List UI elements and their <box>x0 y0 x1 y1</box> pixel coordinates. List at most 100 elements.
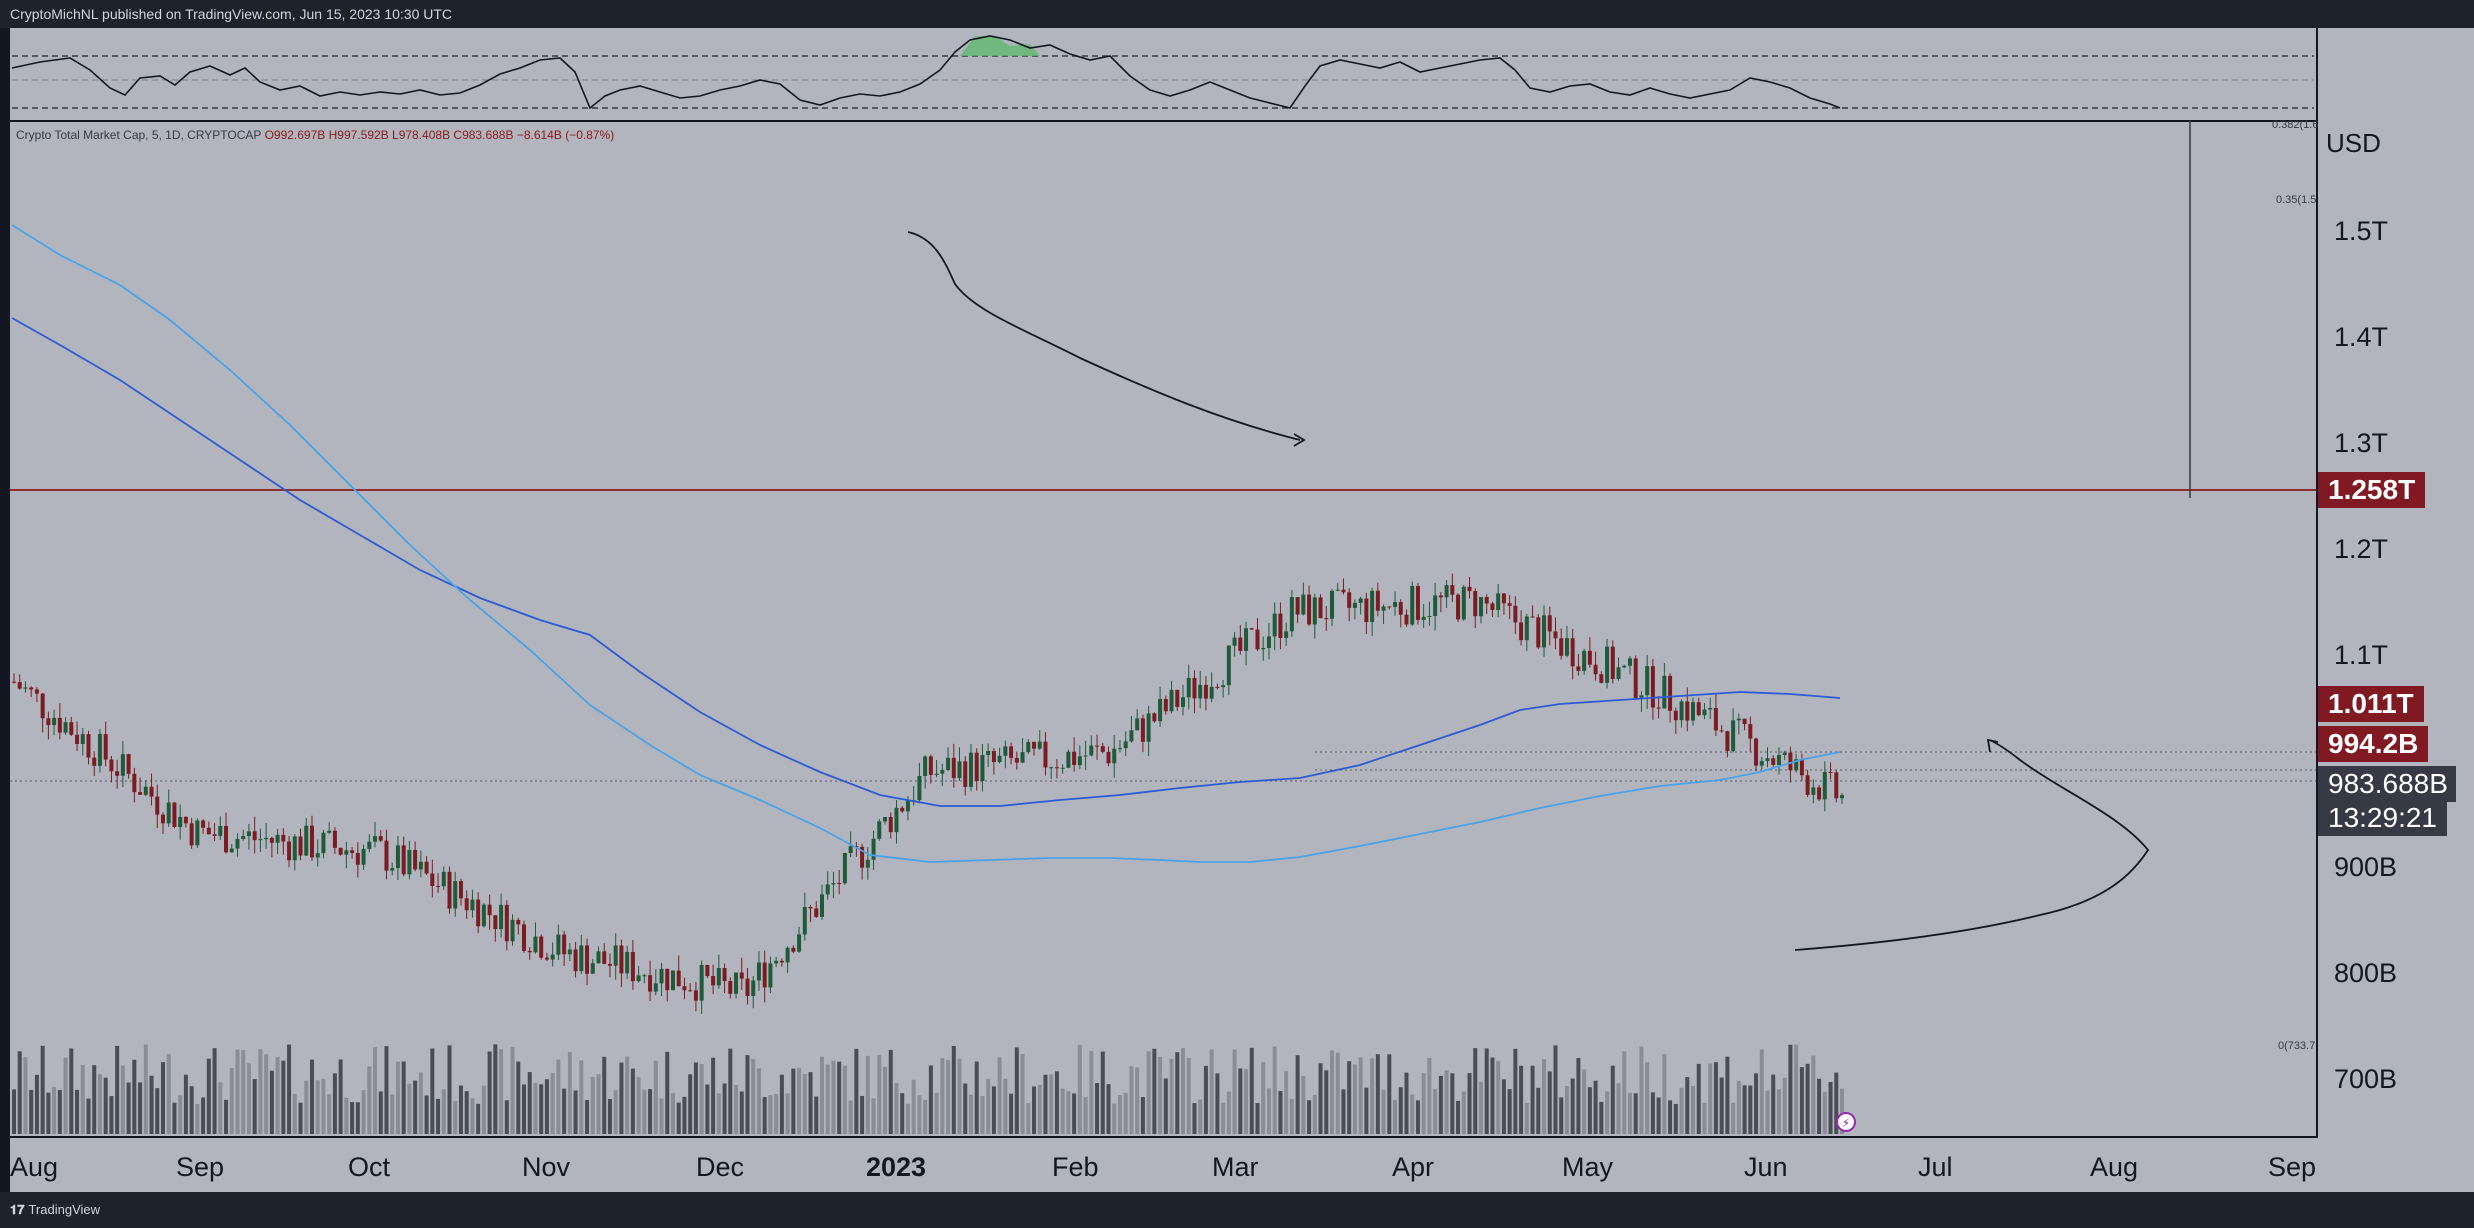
candle-body <box>1771 758 1776 765</box>
volume-bar <box>75 1089 80 1134</box>
last-price-badge: 983.688B <box>2318 766 2456 802</box>
candle-body <box>1748 724 1753 739</box>
volume-bar <box>1840 1088 1844 1134</box>
volume-bar <box>384 1046 389 1134</box>
volume-bar <box>23 1057 28 1134</box>
candle-body <box>1266 636 1271 648</box>
candle-body <box>1627 658 1632 666</box>
candle-body <box>1788 752 1793 771</box>
candle-body <box>1673 710 1678 721</box>
candle-body <box>1840 795 1844 799</box>
volume-bar <box>544 1079 549 1134</box>
tradingview-logo[interactable]: 𝟏𝟕 TradingView <box>0 1192 100 1228</box>
candle-body <box>86 734 91 758</box>
volume-bar <box>1519 1065 1524 1134</box>
candle-body <box>1335 589 1340 591</box>
volume-bar <box>407 1083 412 1134</box>
volume-bar <box>951 1045 956 1134</box>
volume-bar <box>1215 1073 1220 1134</box>
time-tick: Oct <box>348 1152 391 1182</box>
candle-body <box>1542 615 1547 648</box>
volume-bar <box>1375 1054 1380 1134</box>
volume-bar <box>46 1092 51 1134</box>
candle-body <box>298 836 303 856</box>
volume-bar <box>1032 1086 1037 1134</box>
candle-body <box>1198 684 1203 699</box>
candle-body <box>1095 745 1100 747</box>
candle-body <box>562 934 567 955</box>
volume-bar <box>367 1066 372 1134</box>
candle-body <box>1519 622 1524 641</box>
candle-body <box>355 852 360 865</box>
volume-bar <box>688 1074 693 1134</box>
volume-bar <box>1324 1070 1329 1134</box>
volume-bar <box>1318 1063 1323 1134</box>
volume-bar <box>1679 1087 1684 1134</box>
volume-bar <box>1278 1090 1283 1134</box>
volume-bar <box>590 1076 595 1134</box>
volume-bar <box>888 1049 893 1134</box>
oscillator-axis[interactable] <box>2318 28 2474 120</box>
candle-body <box>1799 759 1804 776</box>
volume-bar <box>281 1060 286 1134</box>
candle-body <box>516 919 521 925</box>
volume-bar <box>1782 1077 1787 1134</box>
chart-area[interactable] <box>10 28 2474 1192</box>
candle-body <box>968 752 973 787</box>
volume-bar <box>1140 1097 1145 1134</box>
volume-bar <box>533 1082 538 1134</box>
candle-body <box>768 963 773 988</box>
volume-bar <box>493 1044 498 1134</box>
price-pane[interactable]: ⚡ <box>0 0 2318 1136</box>
volume-bar <box>1393 1099 1398 1134</box>
candle-body <box>745 978 750 997</box>
volume-bar <box>1794 1044 1799 1134</box>
volume-bar <box>1387 1054 1392 1134</box>
candle-body <box>1238 637 1243 651</box>
candle-body <box>424 861 429 874</box>
volume-bar <box>34 1074 39 1134</box>
candle-body <box>791 947 796 952</box>
volume-bar <box>224 1099 229 1134</box>
volume-bar <box>350 1102 355 1134</box>
candle-body <box>195 820 200 846</box>
volume-bar <box>12 1089 16 1134</box>
volume-bar <box>1610 1065 1615 1134</box>
currency-label[interactable]: USD <box>2326 128 2381 158</box>
candle-body <box>1450 585 1455 595</box>
volume-bar <box>693 1062 698 1134</box>
volume-bar <box>522 1084 527 1134</box>
price-axis[interactable] <box>2318 120 2474 1136</box>
candle-body <box>510 919 515 942</box>
volume-bar <box>871 1098 876 1134</box>
volume-bar <box>1456 1100 1461 1134</box>
symbol-legend[interactable]: Crypto Total Market Cap, 5, 1D, CRYPTOCA… <box>16 128 614 142</box>
candle-body <box>1404 614 1409 625</box>
candle-body <box>1490 603 1495 610</box>
volume-bar <box>1398 1087 1403 1134</box>
volume-bar <box>1725 1056 1730 1134</box>
candle-body <box>928 756 933 775</box>
candle-body <box>224 825 229 853</box>
volume-bar <box>1685 1077 1690 1134</box>
volume-bar <box>1192 1103 1197 1134</box>
time-axis[interactable] <box>10 1136 2318 1194</box>
volume-bar <box>1060 1088 1065 1134</box>
volume-bar <box>1255 1103 1260 1134</box>
candle-body <box>980 755 985 782</box>
volume-bar <box>1817 1078 1822 1134</box>
pane-divider[interactable] <box>10 120 2318 122</box>
event-marker-icon <box>1836 1112 1856 1132</box>
candle-body <box>1438 595 1443 598</box>
oscillator-pane[interactable] <box>0 0 2318 125</box>
candle-body <box>779 960 784 963</box>
volume-bar <box>1020 1054 1025 1134</box>
candle-body <box>1570 638 1575 667</box>
time-tick: Aug <box>10 1152 59 1182</box>
candle-body <box>1742 718 1747 725</box>
volume-bar <box>1542 1059 1547 1134</box>
candle-body <box>373 836 378 842</box>
volume-bar <box>1221 1102 1226 1134</box>
candle-body <box>155 796 160 815</box>
volume-bar <box>1467 1073 1472 1134</box>
